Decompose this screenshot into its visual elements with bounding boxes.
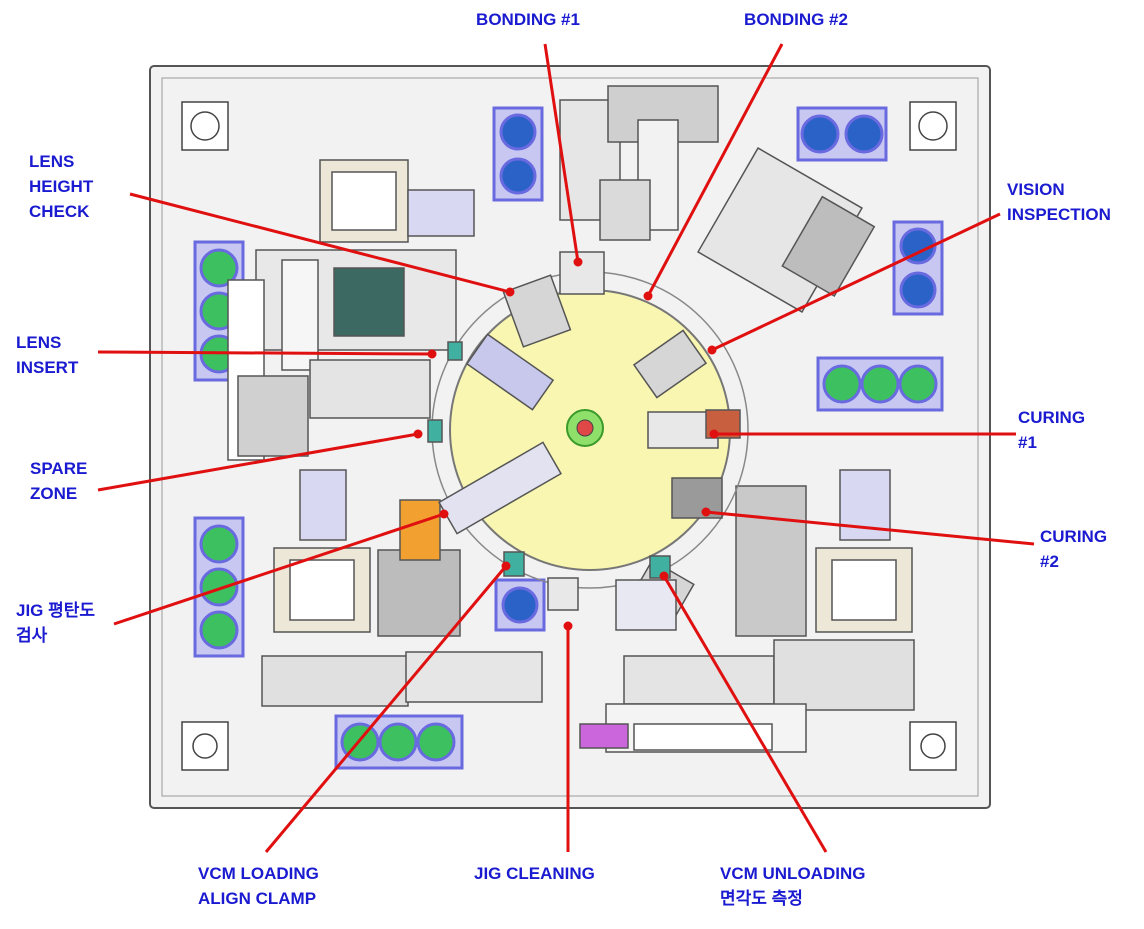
leader-lens-height [129,192,511,294]
label-spare-zone: SPARE ZONE [30,459,88,503]
label-bonding-1: BONDING #1 [476,10,580,29]
label-lens-height-check: LENS HEIGHT CHECK [29,152,94,221]
table-stations [427,251,741,631]
label-bonding-2: BONDING #2 [744,10,848,29]
label-vcm-unloading: VCM UNLOADING 면각도 측정 [720,864,866,908]
fan-units [193,106,944,770]
leader-spare [97,432,419,492]
leader-curing2 [705,510,1035,546]
base-plate-inner [161,77,979,797]
leader-vision [711,212,1001,352]
leader-bonding2 [646,43,784,297]
leader-jig-flatness [113,512,445,626]
leader-bonding1 [543,43,580,263]
top-modules [559,85,876,313]
bottom-tray [579,703,807,753]
label-vision-inspection: VISION INSPECTION [1007,180,1111,224]
corner-pads [181,101,957,771]
label-vcm-loading: VCM LOADING ALIGN CLAMP [198,864,319,908]
label-jig-cleaning: JIG CLEANING [474,864,595,883]
label-jig-flatness: JIG 평탄도 검사 [16,601,96,645]
leader-lens-insert [97,350,433,356]
label-curing-2: CURING #2 [1040,527,1108,571]
bottom-left-modules [261,469,543,707]
label-curing-1: CURING #1 [1018,408,1086,452]
leader-lines [97,43,1035,853]
leader-vcm-unloading [662,575,828,853]
leader-vcm-loading [264,565,508,853]
label-lens-insert: LENS INSERT [16,333,79,377]
